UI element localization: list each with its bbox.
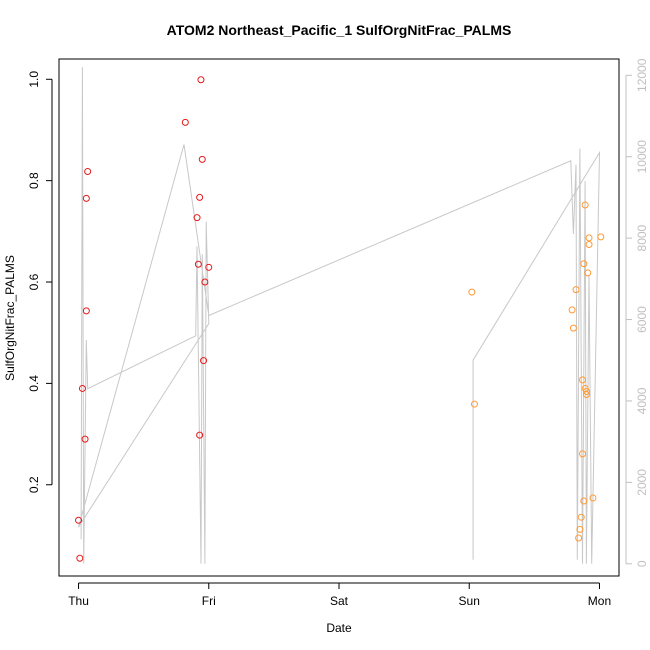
chart-title: ATOM2 Northeast_Pacific_1 SulfOrgNitFrac… [167,22,512,38]
data-point [196,431,204,439]
plot-frame [58,58,620,577]
y-tick-label: 0.6 [27,273,41,290]
data-point [581,201,589,209]
y2-tick-label: 0 [635,560,649,567]
y2-tick-label: 6000 [635,306,649,333]
y2-tick-label: 4000 [635,387,649,414]
points-layer [75,76,605,562]
data-point [589,494,597,502]
data-point [198,155,206,163]
altitude-track-line [78,67,601,564]
data-point [579,450,587,458]
data-point [585,241,593,249]
data-point [585,234,593,242]
data-point [579,376,587,384]
x-tick-label: Sun [459,594,480,608]
x-tick-label: Mon [588,594,611,608]
data-point [196,193,204,201]
data-point [193,214,201,222]
data-point [181,118,189,126]
x-axis-label: Date [326,621,352,635]
data-point [76,554,84,562]
data-point [568,306,576,314]
data-point [470,400,478,408]
data-point [81,435,89,443]
y2-tick-label: 10000 [635,140,649,174]
data-point [577,513,585,521]
y-tick-label: 0.8 [27,172,41,189]
data-point [82,194,90,202]
data-point [201,278,209,286]
y2-tick-label: 2000 [635,469,649,496]
data-point [575,534,583,542]
x-tick-label: Thu [68,594,89,608]
data-point [582,388,590,396]
altitude-track-layer [78,67,601,564]
data-point [582,391,590,399]
y-tick-label: 1.0 [27,71,41,88]
data-point [82,307,90,315]
y-tick-label: 0.2 [27,476,41,493]
data-point [75,516,83,524]
x-tick-label: Sat [330,594,349,608]
data-point [78,384,86,392]
y-tick-label: 0.4 [27,375,41,392]
data-point [84,168,92,176]
axes-layer: Thu Fri Sat Sun Mon 0.2 0.4 0.6 0.8 1.0 0 2000 4000 6… [27,58,649,608]
y2-tick-label: 12000 [635,58,649,92]
data-point [194,260,202,268]
data-point [576,525,584,533]
data-point [468,288,476,296]
data-point [572,286,580,294]
data-point [580,260,588,268]
data-point [584,269,592,277]
data-point [200,357,208,365]
data-point [569,324,577,332]
data-point [597,233,605,241]
data-point [580,497,588,505]
y-axis-label: SulfOrgNitFrac_PALMS [3,255,17,381]
data-point [197,76,205,84]
x-tick-label: Fri [202,594,216,608]
data-point [205,263,213,271]
y2-tick-label: 8000 [635,224,649,251]
